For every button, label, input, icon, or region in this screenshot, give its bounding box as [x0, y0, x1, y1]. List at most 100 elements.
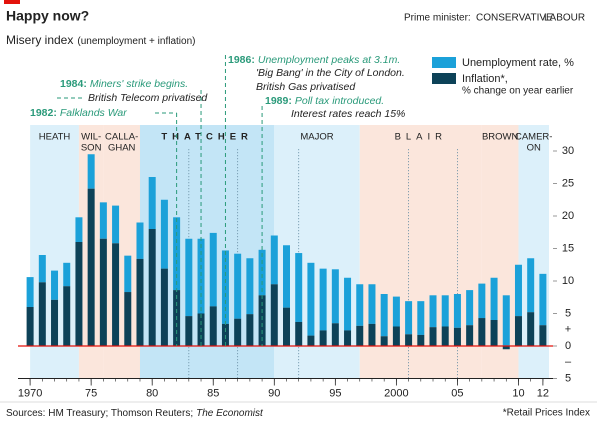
- subtitle-note: (unemployment + inflation): [77, 36, 195, 47]
- bar-unemployment: [466, 290, 474, 326]
- legend-swatch: [432, 73, 456, 84]
- bar-inflation: [209, 306, 217, 346]
- x-tick-label: 75: [85, 387, 97, 399]
- bar-unemployment: [502, 295, 510, 346]
- legend-swatch: [432, 57, 456, 68]
- bar-unemployment: [319, 268, 327, 331]
- x-tick-label: 10: [512, 387, 524, 399]
- brand-mark: [4, 0, 20, 4]
- y-tick-label: 0: [565, 340, 571, 352]
- source: Sources: HM Treasury; Thomson Reuters; Th…: [6, 408, 264, 419]
- bar-unemployment: [429, 295, 437, 328]
- era-label: CAMER-: [515, 132, 552, 143]
- bar-inflation: [99, 238, 107, 346]
- annotation-text: Interest rates reach 15%: [291, 108, 405, 120]
- bar-unemployment: [270, 235, 278, 285]
- bar-inflation: [221, 323, 229, 346]
- bar-inflation: [368, 323, 376, 346]
- bar-unemployment: [209, 232, 217, 307]
- x-tick-label: 05: [451, 387, 463, 399]
- bar-inflation: [527, 312, 535, 346]
- bar-inflation: [466, 325, 474, 346]
- bar-unemployment: [405, 301, 413, 335]
- era-band: [139, 125, 275, 379]
- annotation-label: 1984:: [60, 78, 87, 90]
- bar-inflation: [283, 307, 290, 346]
- y-sign: –: [565, 356, 572, 368]
- era-label: SON: [81, 143, 102, 154]
- bar-unemployment: [478, 283, 486, 319]
- bar-inflation: [380, 336, 388, 346]
- bar-unemployment: [307, 262, 315, 336]
- bar-unemployment: [51, 270, 59, 300]
- bar-unemployment: [527, 258, 535, 313]
- bar-inflation: [514, 316, 522, 346]
- bar-unemployment: [441, 295, 449, 327]
- annotation-text: British Gas privatised: [256, 81, 356, 93]
- y-tick-label: 15: [562, 242, 574, 254]
- annotation-line: Unemployment peaks at 3.1m.: [258, 54, 400, 66]
- era-label: ON: [527, 143, 541, 154]
- annotation-text: 1982: Falklands War: [30, 107, 127, 119]
- x-tick-label: 1970: [18, 387, 42, 399]
- bar-unemployment: [112, 205, 120, 244]
- era-label: GHAN: [108, 143, 136, 154]
- bar-unemployment: [148, 177, 156, 229]
- party-legend-conservative: CONSERVATIVE: [476, 13, 553, 24]
- annotation-label: 1989:: [265, 95, 292, 107]
- era-label: THATCHER: [161, 132, 253, 143]
- annotation: 1989: Poll tax introduced.Interest rates …: [261, 95, 405, 346]
- bar-inflation: [38, 282, 46, 346]
- bar-inflation: [502, 346, 510, 350]
- bar-inflation: [295, 321, 303, 346]
- y-tick-label: 10: [562, 275, 574, 287]
- era-band: [481, 125, 519, 379]
- bar-inflation: [453, 327, 461, 346]
- bar-inflation: [124, 292, 132, 346]
- bar-unemployment: [124, 255, 132, 293]
- annotation: 1986: Unemployment peaks at 3.1m.'Big Ban…: [224, 54, 405, 346]
- annotation-text: 1989: Poll tax introduced.: [265, 95, 384, 107]
- x-tick-label: 12: [537, 387, 549, 399]
- bar-unemployment: [246, 258, 254, 315]
- legend: Unemployment rate, % Inflation*,% change …: [432, 57, 574, 97]
- x-tick-label: 2000: [384, 387, 408, 399]
- annotation-text: 1986: Unemployment peaks at 3.1m.: [228, 54, 400, 66]
- source-italic: The Economist: [196, 408, 264, 419]
- era-label: HEATH: [39, 132, 71, 143]
- subtitle: Misery index (unemployment + inflation): [6, 33, 195, 47]
- x-tick-label: 80: [146, 387, 158, 399]
- bar-inflation: [417, 334, 425, 346]
- bar-inflation: [246, 314, 254, 346]
- era-label: BLAIR: [395, 132, 447, 143]
- annotation-line: Falklands War: [60, 107, 127, 119]
- bar-unemployment: [392, 296, 400, 327]
- bar-inflation: [331, 323, 339, 346]
- bar-inflation: [478, 318, 486, 346]
- bar-inflation: [392, 326, 400, 346]
- annotation-text: 1984: Miners' strike begins.: [60, 78, 188, 90]
- era-label: WIL-: [81, 132, 101, 143]
- bar-unemployment: [295, 253, 303, 322]
- bar-unemployment: [368, 284, 376, 324]
- bar-unemployment: [26, 277, 34, 307]
- bar-inflation: [319, 330, 327, 346]
- annotation-line: Miners' strike begins.: [90, 78, 188, 90]
- chart-title: Happy now?: [6, 8, 89, 24]
- bar-inflation: [429, 327, 437, 346]
- annotation-text: British Telecom privatised: [88, 92, 208, 104]
- bar-inflation: [441, 326, 449, 346]
- party-legend-title: Prime minister:: [404, 13, 471, 24]
- bar-unemployment: [417, 301, 425, 335]
- bar-inflation: [234, 318, 242, 346]
- bar-inflation: [160, 268, 168, 346]
- y-sign: +: [565, 324, 571, 336]
- party-legend-labour: LABOUR: [544, 13, 585, 24]
- bar-inflation: [270, 284, 278, 346]
- bar-unemployment: [539, 273, 547, 326]
- bar-unemployment: [356, 284, 364, 326]
- bar-unemployment: [490, 277, 498, 320]
- bar-unemployment: [136, 222, 144, 259]
